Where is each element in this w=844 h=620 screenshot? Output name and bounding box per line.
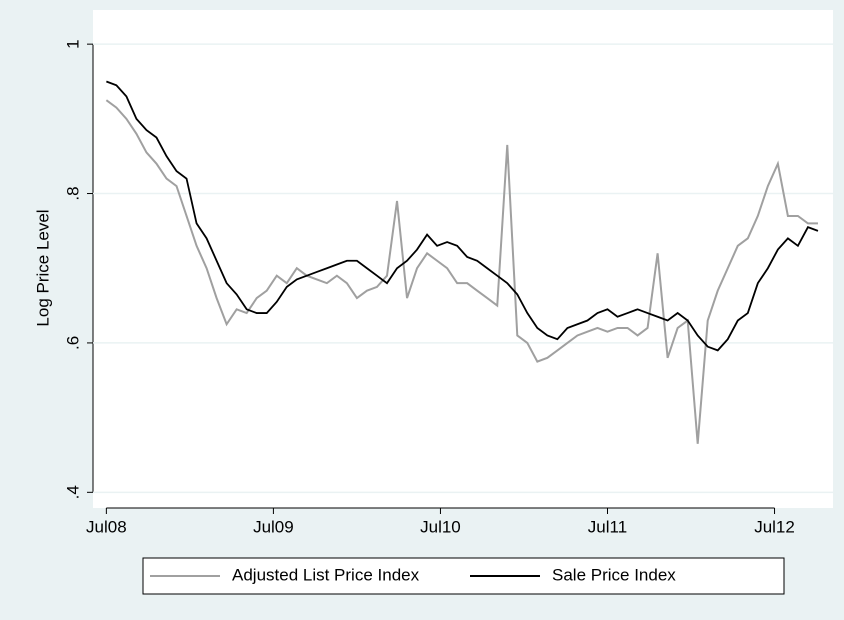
y-tick-label: .4 xyxy=(63,485,82,499)
x-tick-label: Jul10 xyxy=(420,517,461,536)
legend xyxy=(142,557,785,595)
series-line xyxy=(106,80,819,352)
series-line xyxy=(105,99,818,444)
y-tick-label: .8 xyxy=(63,186,82,200)
y-tick-label: 1 xyxy=(63,39,82,48)
y-axis-title: Log Price Level xyxy=(33,209,52,326)
x-tick-label: Jul09 xyxy=(253,517,294,536)
x-tick-label: Jul11 xyxy=(588,517,627,536)
y-tick-label: .6 xyxy=(63,336,82,350)
x-tick-label: Jul08 xyxy=(86,517,127,536)
legend-label: Adjusted List Price Index xyxy=(232,565,420,584)
plot-area xyxy=(93,10,833,508)
x-tick-label: Jul12 xyxy=(754,517,795,536)
legend-label: Sale Price Index xyxy=(552,565,676,584)
